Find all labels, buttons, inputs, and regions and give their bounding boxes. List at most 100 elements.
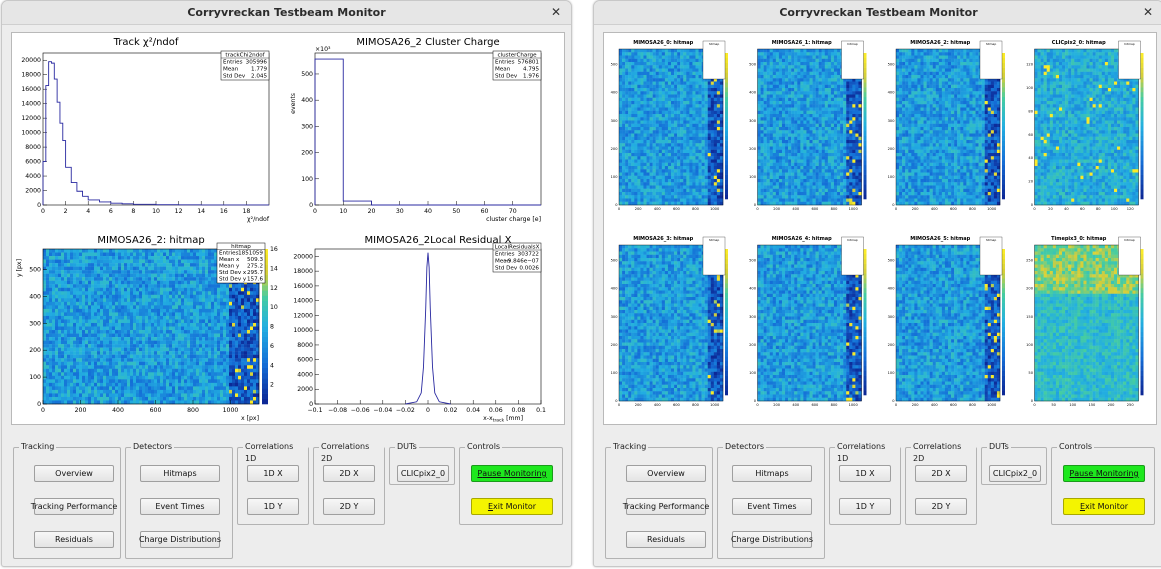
- heatmap-cell: [106, 319, 110, 324]
- heatmap-cell: [217, 298, 221, 303]
- heatmap-cell: [710, 107, 715, 111]
- heatmap-cell: [70, 358, 74, 362]
- close-icon[interactable]: ✕: [550, 5, 561, 19]
- heatmap-cell: [674, 107, 678, 111]
- heatmap-cell: [160, 284, 164, 288]
- heatmap-cell: [109, 305, 113, 310]
- heatmap-cell: [226, 333, 230, 338]
- heatmap-cell: [244, 396, 248, 401]
- heatmap-cell: [160, 389, 164, 394]
- corr-1d-x-button[interactable]: 1D X: [247, 465, 299, 482]
- heatmap-cell: [646, 110, 650, 115]
- heatmap-cell: [91, 270, 95, 274]
- heatmap-cell: [145, 333, 149, 338]
- heatmap-cell: [707, 117, 711, 121]
- heatmap-cell: [640, 114, 644, 118]
- heatmap-cell: [148, 277, 152, 281]
- palette-cell: [262, 316, 268, 322]
- hitmaps-button[interactable]: Hitmaps: [140, 465, 220, 482]
- heatmap-cell: [172, 277, 176, 281]
- heatmap-cell: [217, 333, 221, 338]
- heatmap-cell: [683, 185, 687, 189]
- heatmap-cell: [226, 312, 230, 317]
- heatmap-cell: [76, 400, 80, 405]
- heatmap-cell: [640, 162, 644, 167]
- heatmap-cell: [680, 133, 684, 137]
- heatmap-cell: [184, 287, 188, 292]
- heatmap-cell: [100, 305, 104, 310]
- heatmap-cell: [49, 389, 53, 394]
- overview-button[interactable]: Overview: [34, 465, 114, 482]
- close-icon[interactable]: ✕: [1142, 5, 1153, 19]
- heatmap-cell: [713, 94, 718, 98]
- heatmap-cell: [190, 333, 194, 338]
- heatmap-cell: [64, 389, 68, 394]
- heatmap-cell: [163, 270, 167, 274]
- heatmap-cell: [91, 337, 95, 341]
- heatmap-cell: [716, 153, 721, 157]
- y-tick-label: 0: [309, 401, 313, 408]
- heatmap-cell: [619, 172, 623, 176]
- heatmap-cell: [704, 149, 708, 154]
- event-times-button[interactable]: Event Times: [140, 498, 220, 515]
- heatmap-cell: [70, 379, 74, 384]
- heatmap-cell: [719, 179, 724, 183]
- heatmap-cell: [674, 52, 678, 56]
- heatmap-cell: [85, 270, 89, 274]
- heatmap-cell: [136, 347, 140, 352]
- heatmap-cell: [61, 351, 65, 355]
- heatmap-cell: [196, 358, 200, 362]
- heatmap-cell: [91, 263, 95, 267]
- heatmap-cell: [133, 301, 137, 306]
- heatmap-cell: [79, 301, 83, 306]
- heatmap-cell: [686, 114, 690, 118]
- corr-1d-y-button[interactable]: 1D Y: [247, 498, 299, 515]
- y-tick-label: 100: [301, 176, 313, 183]
- heatmap-cell: [652, 179, 656, 183]
- heatmap-cell: [689, 127, 693, 131]
- heatmap-cell: [67, 400, 71, 405]
- heatmap-cell: [136, 333, 140, 338]
- heatmap-cell: [683, 136, 687, 141]
- heatmap-cell: [704, 91, 708, 95]
- heatmap-cell: [52, 372, 56, 377]
- heatmap-cell: [100, 351, 104, 355]
- heatmap-cell: [112, 340, 116, 345]
- heatmap-cell: [704, 172, 708, 176]
- heatmap-cell: [127, 263, 131, 267]
- residuals-button[interactable]: Residuals: [34, 531, 114, 548]
- heatmap-cell: [655, 88, 659, 92]
- heatmap-cell: [214, 259, 218, 264]
- heatmap-cell: [73, 319, 77, 324]
- heatmap-cell: [202, 322, 206, 327]
- corr-2d-y-button[interactable]: 2D Y: [323, 498, 375, 515]
- heatmap-cell: [622, 55, 626, 59]
- heatmap-cell: [713, 136, 718, 141]
- heatmap-cell: [671, 149, 675, 154]
- heatmap-cell: [196, 315, 200, 320]
- heatmap-cell: [67, 308, 71, 313]
- heatmap-cell: [166, 386, 170, 391]
- heatmap-cell: [79, 337, 83, 341]
- heatmap-cell: [136, 319, 140, 324]
- heatmap-cell: [698, 52, 702, 56]
- dut-clicpix2-0-button[interactable]: CLICpix2_0: [397, 465, 449, 482]
- heatmap-cell: [130, 361, 134, 366]
- tracking-performance-button[interactable]: Tracking Performance: [31, 498, 117, 515]
- heatmap-cell: [652, 146, 656, 150]
- heatmap-cell: [193, 263, 197, 267]
- heatmap-cell: [658, 65, 663, 69]
- corr-2d-x-button[interactable]: 2D X: [323, 465, 375, 482]
- heatmap-cell: [205, 259, 209, 264]
- heatmap-cell: [46, 263, 50, 267]
- heatmap-cell: [664, 71, 669, 76]
- heatmap-cell: [88, 319, 92, 324]
- heatmap-cell: [719, 133, 724, 137]
- heatmap-cell: [244, 372, 248, 377]
- heatmap-cell: [220, 393, 224, 398]
- heatmap-cell: [719, 172, 724, 176]
- heatmap-cell: [643, 127, 647, 131]
- charge-distributions-button[interactable]: Charge Distributions: [139, 531, 221, 548]
